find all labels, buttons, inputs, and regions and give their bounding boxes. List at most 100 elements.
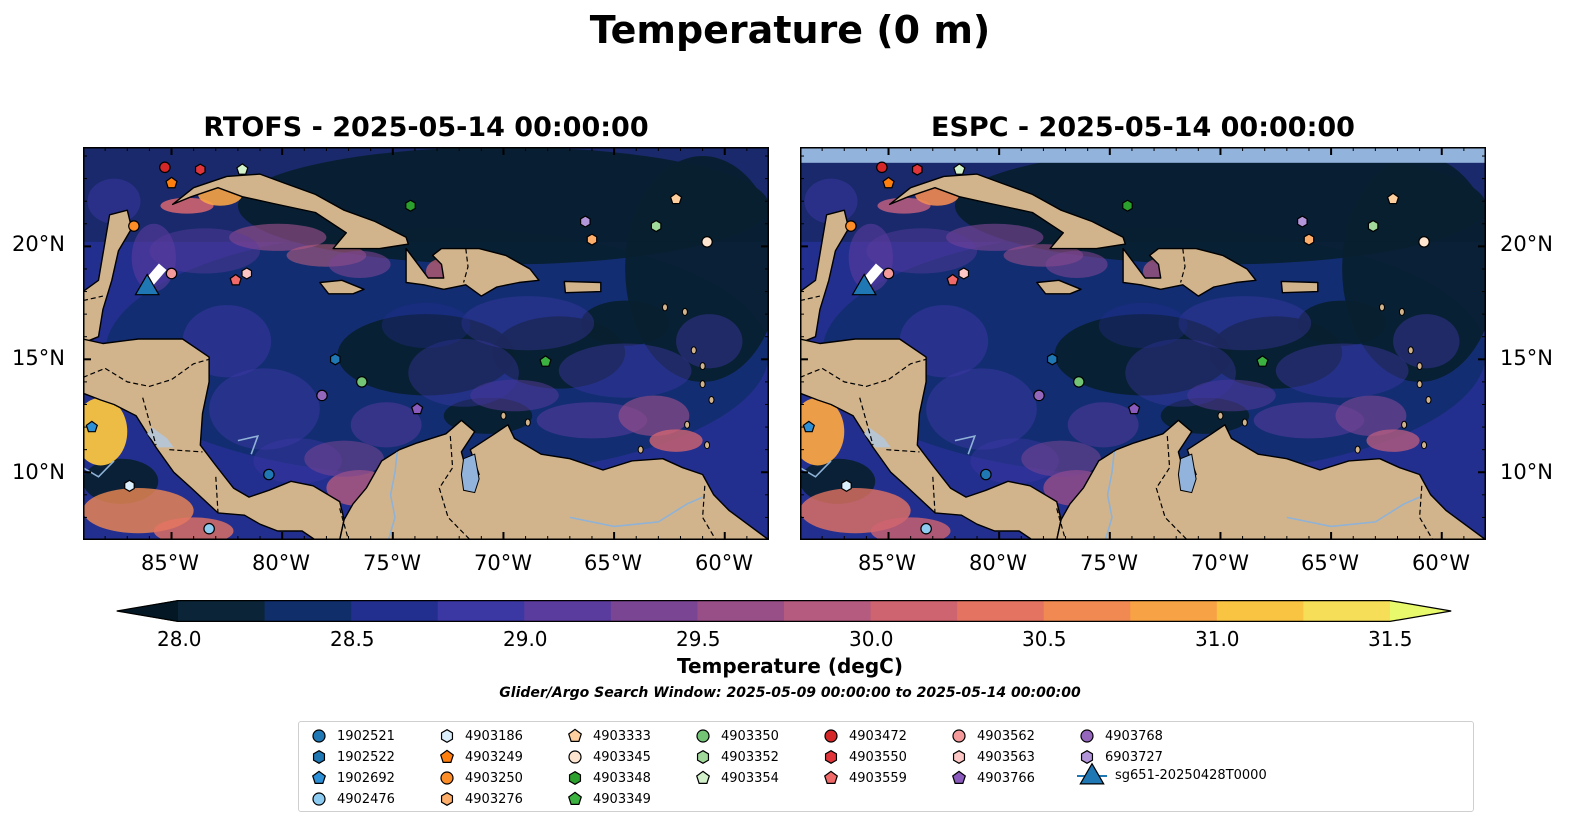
float-marker-4902476 [920,522,932,535]
legend-marker-4903186 [440,729,454,743]
legend-label: 4903768 [1105,728,1163,744]
lake-maracaibo [1177,453,1197,494]
float-marker-4903345 [701,236,713,248]
lon-tick-label-left-60: 60°W [695,551,753,575]
temperature-contour [649,429,703,452]
legend-label: 4903550 [849,749,907,765]
float-marker-1902521 [980,468,992,481]
float-marker-4903768 [316,389,328,402]
land-polygon [338,419,769,540]
temperature-contour [877,197,931,214]
float-marker-1902692 [85,420,98,433]
temperature-contour [408,338,519,407]
land-polygon [1036,279,1082,295]
legend-item: 4903186 [437,726,523,746]
island [684,420,691,429]
island [1416,362,1423,371]
river [1104,451,1115,540]
temperature-contour [328,250,391,278]
float-marker-4903563 [241,267,253,280]
temperature-contour [848,223,893,292]
river [83,460,115,478]
colorbar-segment [870,600,958,622]
lat-tick-label-left-20: 20°N [12,232,65,256]
legend-marker-4903345 [568,750,582,764]
land-polygon [1280,280,1319,294]
river [800,460,832,478]
lat-tick-label-left-15: 15°N [12,346,65,370]
temperature-contour [337,314,515,396]
country-border [1155,436,1212,540]
legend-marker [312,750,326,764]
float-marker-4903349 [1256,355,1269,367]
lon-tick-label-left-75: 75°W [363,551,421,575]
figure-title: Temperature (0 m) [589,8,991,52]
legend-item: 6903727 [1077,747,1163,767]
legend-marker-4903333 [568,728,582,742]
colorbar-extend-high [1390,600,1452,622]
float-marker-4903352 [650,219,662,233]
lon-tick-label-left-65: 65°W [584,551,642,575]
country-border [800,358,927,388]
land-polygon [171,173,409,250]
legend-label: 4903354 [721,770,779,786]
legend-marker [312,770,326,784]
legend-marker [568,771,582,785]
legend-item: 4903345 [565,747,651,767]
legend-label: 1902521 [337,728,395,744]
temperature-contour [1067,402,1139,448]
country-border [1180,248,1186,283]
legend-label: 4903472 [849,728,907,744]
country-border [83,295,104,302]
legend-marker [952,770,966,784]
temperature-contour [381,302,471,349]
temperature-contour [1393,314,1460,369]
temperature-contour [83,397,128,466]
island [690,346,697,355]
lat-tick-label-right-10: 10°N [1500,460,1553,484]
float-marker-4903276 [586,233,598,246]
country-border [438,436,495,540]
lat-tick-label-left-10: 10°N [12,460,65,484]
float-marker-4903354 [953,163,966,175]
legend-marker [696,750,710,764]
legend-marker [952,750,966,764]
island [1241,418,1248,427]
float-marker-1902692 [802,420,815,433]
float-marker-4903352 [1367,219,1379,233]
legend-label: 4903345 [593,749,651,765]
colorbar-outline [116,600,1452,622]
legend-marker [440,749,454,763]
colorbar-tick-label: 30.0 [849,627,894,651]
colorbar-segment [697,600,785,622]
temperature-contour [470,379,559,412]
legend-marker-4903559 [824,770,838,784]
legend-marker-4902476 [312,792,326,806]
country-border [1056,508,1067,540]
legend-marker-4903249 [440,749,454,763]
legend-marker-1902692 [312,770,326,784]
river [569,496,703,528]
island [1354,445,1361,454]
float-marker-4903345 [1418,236,1430,248]
temperature-contour [1054,314,1232,396]
legend-item: 4903348 [565,768,651,788]
island [1398,307,1405,316]
float-marker-1902521 [263,468,275,481]
legend-marker [1080,729,1094,743]
legend-item: 4903562 [949,726,1035,746]
country-border [1418,485,1434,540]
float-marker-4903562 [165,267,178,280]
temperature-contour [1275,343,1409,398]
legend-marker-6903727 [1080,750,1094,764]
temperature-contour [558,343,692,398]
country-border [215,476,219,513]
river [1286,496,1420,528]
legend-label: 4903348 [593,770,651,786]
colorbar-tick-label: 31.0 [1195,627,1240,651]
temperature-contour [149,228,261,274]
temperature-contour [153,517,234,540]
island [708,395,715,404]
legend-marker-4903766 [952,770,966,784]
legend-marker-1902522 [312,750,326,764]
